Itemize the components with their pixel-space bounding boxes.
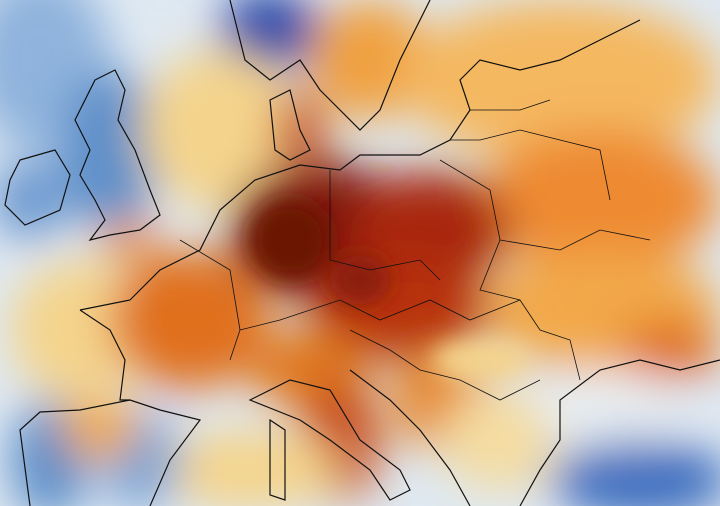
- great-britain-coast: [74, 69, 161, 241]
- iberia-coast: [19, 399, 202, 506]
- anomaly-detail: [250, 200, 530, 380]
- mainland-coast: [79, 19, 641, 311]
- france-atlantic-coast: [79, 309, 130, 401]
- denmark-coast: [269, 89, 311, 161]
- scandinavia-coast: [229, 0, 431, 131]
- national-borders: [179, 99, 651, 401]
- coastlines-and-borders: [4, 0, 720, 506]
- balkans-coast: [349, 359, 720, 506]
- ireland-coast: [4, 149, 71, 226]
- sardinia-corsica-coast: [269, 418, 286, 501]
- italy-coast: [248, 379, 411, 501]
